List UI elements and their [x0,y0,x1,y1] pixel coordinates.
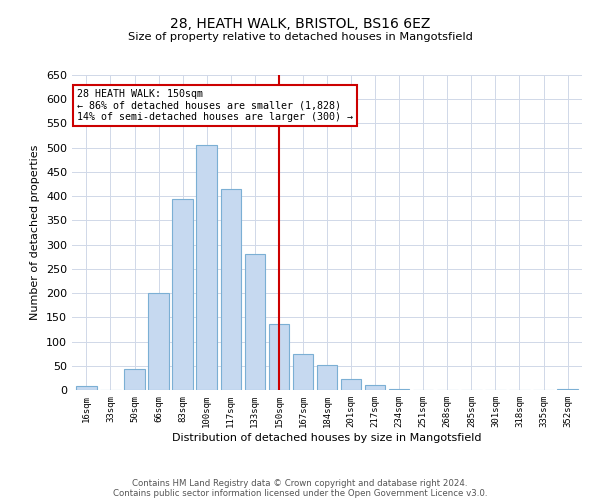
Bar [365,385,385,390]
Bar [124,369,145,390]
Text: 28, HEATH WALK, BRISTOL, BS16 6EZ: 28, HEATH WALK, BRISTOL, BS16 6EZ [170,18,430,32]
Bar [317,365,337,390]
Bar [341,379,361,390]
Bar [269,324,289,390]
Text: Contains HM Land Registry data © Crown copyright and database right 2024.: Contains HM Land Registry data © Crown c… [132,478,468,488]
Bar [76,386,97,390]
Text: 28 HEATH WALK: 150sqm
← 86% of detached houses are smaller (1,828)
14% of semi-d: 28 HEATH WALK: 150sqm ← 86% of detached … [77,89,353,122]
Y-axis label: Number of detached properties: Number of detached properties [31,145,40,320]
Bar [293,354,313,390]
Bar [221,189,241,390]
Bar [172,198,193,390]
Bar [557,389,578,390]
Bar [148,293,169,390]
Bar [389,388,409,390]
Bar [196,146,217,390]
Bar [245,254,265,390]
X-axis label: Distribution of detached houses by size in Mangotsfield: Distribution of detached houses by size … [172,432,482,442]
Text: Contains public sector information licensed under the Open Government Licence v3: Contains public sector information licen… [113,488,487,498]
Text: Size of property relative to detached houses in Mangotsfield: Size of property relative to detached ho… [128,32,472,42]
